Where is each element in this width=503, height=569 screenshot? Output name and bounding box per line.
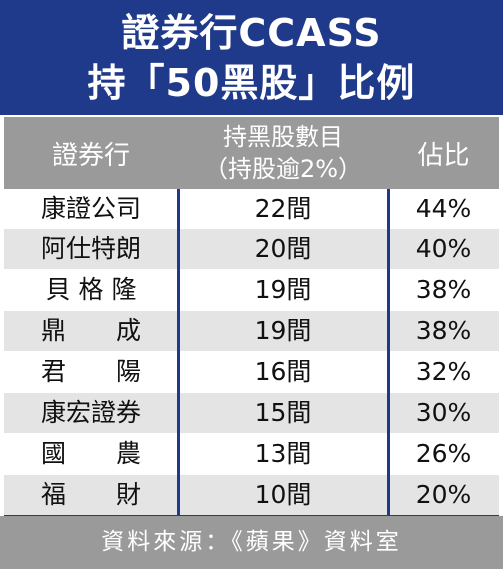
column-divider-left xyxy=(177,189,180,515)
holding-ratio: 38% xyxy=(415,275,472,304)
holding-ratio: 20% xyxy=(415,480,472,509)
holding-ratio: 40% xyxy=(415,234,472,263)
title-banner: 證券行CCASS 持「50黑股」比例 xyxy=(0,0,503,115)
table-row: 鼎 成 19間 38% xyxy=(4,311,499,351)
title-line-2: 持「50黑股」比例 xyxy=(87,61,416,105)
broker-name: 君 陽 xyxy=(40,357,141,386)
broker-name: 鼎 成 xyxy=(40,316,141,345)
header-ratio: 佔比 xyxy=(388,117,499,189)
table-row: 君 陽 16間 32% xyxy=(4,352,499,392)
header-count-label-1: 持黑股數目 xyxy=(223,123,343,151)
stock-count: 15間 xyxy=(254,398,312,427)
header-count: 持黑股數目 （持股逾2%） xyxy=(178,117,388,189)
table-row: 貝 格 隆 19間 38% xyxy=(4,270,499,310)
holding-ratio: 44% xyxy=(415,194,472,223)
broker-name: 康宏證券 xyxy=(40,398,141,427)
header-broker: 證券行 xyxy=(4,117,178,189)
table-row: 康證公司 22間 44% xyxy=(4,189,499,229)
title-line-1: 證券行CCASS xyxy=(121,11,382,55)
header-ratio-label: 佔比 xyxy=(417,140,470,171)
table-row: 國 農 13間 26% xyxy=(4,434,499,474)
table-header: 證券行 持黑股數目 （持股逾2%） 佔比 xyxy=(4,117,499,189)
holding-ratio: 38% xyxy=(415,316,472,345)
source-footer: 資料來源：《蘋果》資料室 xyxy=(0,516,503,569)
stock-count: 19間 xyxy=(254,316,312,345)
broker-name: 國 農 xyxy=(40,439,141,468)
broker-name: 阿仕特朗 xyxy=(40,234,141,263)
stock-count: 13間 xyxy=(254,439,312,468)
stock-count: 10間 xyxy=(254,480,312,509)
holding-ratio: 30% xyxy=(415,398,472,427)
table-row: 福 財 10間 20% xyxy=(4,475,499,515)
header-count-label-2: （持股逾2%） xyxy=(203,155,363,183)
header-broker-label: 證券行 xyxy=(51,140,130,171)
table-row: 阿仕特朗 20間 40% xyxy=(4,229,499,269)
stock-count: 22間 xyxy=(254,194,312,223)
broker-name: 貝 格 隆 xyxy=(45,275,137,304)
holding-ratio: 32% xyxy=(415,357,472,386)
stock-count: 16間 xyxy=(254,357,312,386)
table-row: 康宏證券 15間 30% xyxy=(4,393,499,433)
stock-count: 19間 xyxy=(254,275,312,304)
stock-count: 20間 xyxy=(254,234,312,263)
column-divider-right xyxy=(387,189,390,515)
holding-ratio: 26% xyxy=(415,439,472,468)
table-body: 康證公司 22間 44% 阿仕特朗 20間 40% 貝 格 隆 19間 38% … xyxy=(4,189,499,515)
broker-name: 福 財 xyxy=(40,480,141,509)
broker-name: 康證公司 xyxy=(40,194,141,223)
